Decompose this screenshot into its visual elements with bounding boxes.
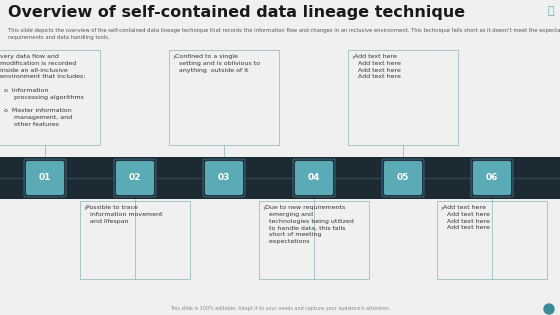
Text: ›: › bbox=[440, 205, 443, 214]
Text: Add text here
  Add text here
  Add text here
  Add text here: Add text here Add text here Add text her… bbox=[354, 54, 401, 79]
Text: 04: 04 bbox=[308, 174, 320, 182]
Text: ›: › bbox=[172, 54, 175, 63]
Text: 05: 05 bbox=[397, 174, 409, 182]
Text: 02: 02 bbox=[129, 174, 141, 182]
Bar bbox=[259, 201, 369, 279]
FancyBboxPatch shape bbox=[114, 159, 156, 197]
FancyBboxPatch shape bbox=[203, 159, 245, 197]
Text: ›: › bbox=[83, 205, 86, 214]
FancyBboxPatch shape bbox=[293, 159, 335, 197]
Text: Add text here
  Add text here
  Add text here
  Add text here: Add text here Add text here Add text her… bbox=[443, 205, 490, 230]
Text: ›: › bbox=[262, 205, 265, 214]
FancyBboxPatch shape bbox=[471, 159, 513, 197]
Bar bbox=[0, 50, 100, 145]
Text: 06: 06 bbox=[486, 174, 498, 182]
FancyBboxPatch shape bbox=[26, 161, 64, 195]
Text: This slide depicts the overview of the self-contained data lineage technique tha: This slide depicts the overview of the s… bbox=[8, 28, 560, 40]
Text: 03: 03 bbox=[218, 174, 230, 182]
Text: Due to new requirements
  emerging and
  technologies being utilized
  to handle: Due to new requirements emerging and tec… bbox=[265, 205, 354, 244]
FancyBboxPatch shape bbox=[24, 159, 66, 197]
FancyBboxPatch shape bbox=[384, 161, 422, 195]
Bar bbox=[348, 50, 458, 145]
FancyBboxPatch shape bbox=[473, 161, 511, 195]
Text: ⌖: ⌖ bbox=[548, 6, 554, 16]
Circle shape bbox=[544, 304, 554, 314]
Text: Overview of self-contained data lineage technique: Overview of self-contained data lineage … bbox=[8, 5, 465, 20]
Bar bbox=[80, 201, 190, 279]
Text: This slide is 100% editable. Adapt it to your needs and capture your audience's : This slide is 100% editable. Adapt it to… bbox=[170, 306, 390, 311]
Bar bbox=[437, 201, 547, 279]
FancyBboxPatch shape bbox=[295, 161, 333, 195]
Bar bbox=[169, 50, 279, 145]
FancyBboxPatch shape bbox=[382, 159, 424, 197]
FancyBboxPatch shape bbox=[205, 161, 243, 195]
Bar bbox=[0, 157, 560, 199]
Text: ›: › bbox=[351, 54, 354, 63]
FancyBboxPatch shape bbox=[116, 161, 154, 195]
Text: 01: 01 bbox=[39, 174, 51, 182]
Text: Every data flow and
  modification is recorded
  inside an all-inclusive
  envir: Every data flow and modification is reco… bbox=[0, 54, 85, 127]
Text: Possible to trace
  information movement
  and lifespan: Possible to trace information movement a… bbox=[86, 205, 162, 224]
Text: Confined to a single
  setting and is oblivious to
  anything  outside of it: Confined to a single setting and is obli… bbox=[175, 54, 260, 72]
